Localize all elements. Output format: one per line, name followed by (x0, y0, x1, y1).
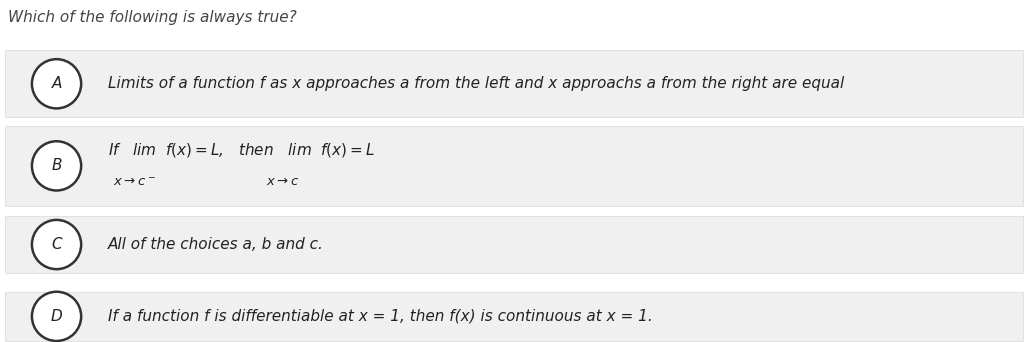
FancyBboxPatch shape (5, 291, 1023, 341)
Text: C: C (51, 237, 62, 252)
Ellipse shape (32, 292, 81, 341)
Text: Which of the following is always true?: Which of the following is always true? (8, 10, 297, 25)
FancyBboxPatch shape (5, 216, 1023, 273)
FancyBboxPatch shape (5, 126, 1023, 206)
Text: D: D (50, 309, 63, 324)
Text: All of the choices a, b and c.: All of the choices a, b and c. (108, 237, 324, 252)
FancyBboxPatch shape (5, 51, 1023, 117)
Text: Limits of a function f as x approaches a from the left and x approachs a from th: Limits of a function f as x approaches a… (108, 76, 844, 91)
Text: $x \to c^-$                          $x \to c$: $x \to c^-$ $x \to c$ (113, 176, 300, 189)
Ellipse shape (32, 141, 81, 190)
Ellipse shape (32, 220, 81, 269)
Text: A: A (51, 76, 62, 91)
Text: If   lim  $f(x) = L$,   then   lim  $f(x) = L$: If lim $f(x) = L$, then lim $f(x) = L$ (108, 142, 375, 159)
Ellipse shape (32, 59, 81, 108)
Text: If a function f is differentiable at x = 1, then f(x) is continuous at x = 1.: If a function f is differentiable at x =… (108, 309, 653, 324)
Text: B: B (51, 158, 62, 173)
